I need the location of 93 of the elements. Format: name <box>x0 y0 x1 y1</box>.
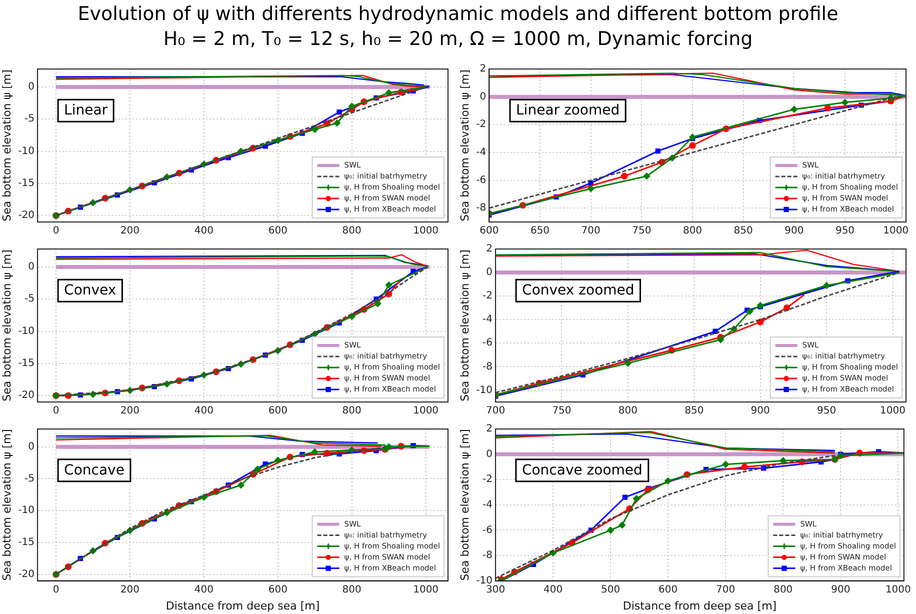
x-tick-label: 950 <box>835 226 855 237</box>
y-tick-label: 0 <box>486 448 493 460</box>
x-tick-label: 700 <box>716 584 736 596</box>
y-axis-title: Sea bottom elevation ψ [m] <box>0 70 14 222</box>
x-tick-label: 1000 <box>880 406 906 417</box>
y-tick-label: -10 <box>476 575 493 586</box>
x-tick-label: 700 <box>486 406 506 417</box>
y-tick-label: -8 <box>482 361 493 372</box>
annotation: Linear <box>64 102 108 119</box>
x-tick-label: 600 <box>268 406 288 417</box>
y-tick-label: -15 <box>18 537 35 548</box>
x-tick-label: 200 <box>120 584 140 596</box>
chart-subtitle: H₀ = 2 m, T₀ = 12 s, h₀ = 20 m, Ω = 1000 m, Dynamic forcing <box>162 27 754 52</box>
y-tick-label: 0 <box>480 91 486 102</box>
x-tick-label: 1000 <box>885 584 911 596</box>
y-tick-label: -4 <box>476 147 486 158</box>
x-tick-label: 400 <box>544 584 563 596</box>
annotation: Convex <box>64 282 116 299</box>
y-tick-label: -20 <box>18 390 35 402</box>
x-tick-label: 800 <box>682 226 702 237</box>
annotation: Linear zoomed <box>516 102 620 119</box>
x-tick-label: 800 <box>618 406 638 417</box>
y-tick-label: -2 <box>482 474 493 486</box>
x-axis-title: Distance from deep sea [m] <box>622 599 777 612</box>
x-tick-label: 800 <box>774 584 793 596</box>
y-tick-label: -6 <box>482 338 493 349</box>
x-tick-label: 850 <box>734 226 753 237</box>
x-tick-label: 300 <box>486 584 506 596</box>
x-tick-label: 600 <box>268 226 288 237</box>
y-tick-label: -10 <box>18 146 35 157</box>
x-tick-label: 600 <box>658 584 678 596</box>
y-tick-label: -6 <box>476 174 486 186</box>
y-tick-label: 2 <box>486 244 493 255</box>
y-tick-label: 2 <box>486 424 493 435</box>
y-tick-label: -8 <box>482 550 493 562</box>
x-tick-label: 0 <box>52 406 60 417</box>
y-tick-label: -4 <box>482 499 493 510</box>
y-tick-label: 0 <box>486 267 493 278</box>
y-axis-title: Sea bottom elevation ψ [m] <box>0 429 14 581</box>
y-tick-label: 0 <box>28 82 35 93</box>
y-tick-label: -15 <box>18 358 35 370</box>
y-tick-label: -10 <box>476 384 493 396</box>
x-tick-label: 0 <box>52 584 60 596</box>
x-tick-label: 650 <box>530 226 550 237</box>
x-tick-label: 800 <box>342 226 362 237</box>
y-tick-label: 0 <box>28 262 35 273</box>
x-tick-label: 750 <box>632 226 652 237</box>
x-tick-label: 500 <box>601 584 620 596</box>
y-axis-title: Sea bottom elevation ψ [m] <box>458 250 472 402</box>
chart-title: Evolution of ψ with differents hydrodynamic models and different bottom profile <box>76 2 840 27</box>
y-tick-label: -5 <box>24 294 35 305</box>
x-tick-label: 1000 <box>883 226 909 237</box>
x-tick-label: 600 <box>268 584 288 596</box>
y-axis-title: Sea bottom elevation ψ [m] <box>458 429 472 581</box>
y-axis-title: Sea bottom elevation ψ [m] <box>458 70 472 222</box>
x-tick-label: 950 <box>817 406 836 417</box>
y-tick-label: -10 <box>18 326 35 337</box>
y-tick-label: -2 <box>482 290 493 302</box>
x-tick-label: 400 <box>194 406 214 417</box>
x-tick-label: 1000 <box>413 584 439 596</box>
y-tick-label: -10 <box>18 505 35 516</box>
y-tick-label: -4 <box>482 314 493 326</box>
y-tick-label: 2 <box>480 64 486 75</box>
y-tick-label: -5 <box>24 114 35 125</box>
x-tick-label: 400 <box>194 584 214 596</box>
x-tick-label: 900 <box>750 406 770 417</box>
y-tick-label: 0 <box>28 441 35 452</box>
x-axis-title: Distance from deep sea [m] <box>166 599 320 612</box>
x-tick-label: 850 <box>684 406 704 417</box>
x-tick-label: 1000 <box>413 226 439 237</box>
x-tick-label: 700 <box>581 226 600 237</box>
y-tick-label: -20 <box>18 569 35 580</box>
annotation: Concave <box>64 462 124 478</box>
annotation: Concave zoomed <box>522 462 642 478</box>
y-tick-label: -20 <box>18 210 35 222</box>
x-tick-label: 600 <box>480 226 499 237</box>
x-tick-label: 1000 <box>413 406 439 417</box>
y-tick-label: -15 <box>18 178 35 190</box>
x-tick-label: 900 <box>784 226 804 237</box>
y-tick-label: -8 <box>476 202 486 214</box>
y-tick-label: -6 <box>482 524 493 536</box>
x-tick-label: 750 <box>552 406 572 417</box>
x-tick-label: 200 <box>120 226 140 237</box>
x-tick-label: 800 <box>342 406 362 417</box>
y-tick-label: -2 <box>476 119 486 130</box>
x-tick-label: 900 <box>831 584 850 596</box>
x-tick-label: 0 <box>52 226 60 237</box>
annotation: Convex zoomed <box>522 282 634 299</box>
x-tick-label: 200 <box>120 406 140 417</box>
x-tick-label: 800 <box>342 584 362 596</box>
y-tick-label: -5 <box>24 473 35 484</box>
y-axis-title: Sea bottom elevation ψ [m] <box>0 250 14 402</box>
x-tick-label: 400 <box>194 226 214 237</box>
